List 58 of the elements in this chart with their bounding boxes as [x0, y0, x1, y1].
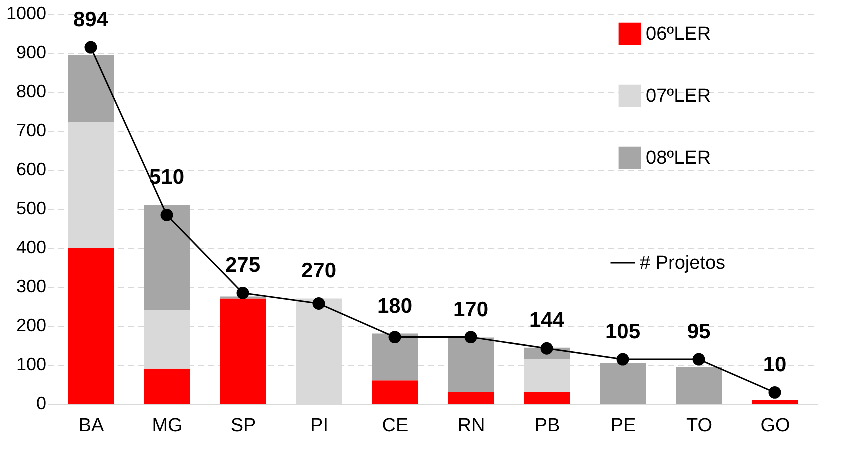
- bar: [144, 205, 190, 310]
- total-label: 894: [73, 8, 109, 32]
- bar: [372, 380, 418, 404]
- legend-label: 06ºLER: [646, 24, 712, 45]
- total-label: 270: [301, 260, 337, 283]
- bar: [600, 363, 646, 404]
- y-tick-label: 600: [16, 160, 46, 180]
- x-tick-label: CE: [382, 416, 409, 436]
- point: [160, 209, 174, 222]
- total-label: 144: [529, 308, 565, 332]
- total-label: 95: [687, 320, 711, 344]
- total-label: 275: [225, 254, 261, 278]
- point: [236, 287, 250, 300]
- y-tick-label: 500: [16, 198, 46, 218]
- total-label: 10: [763, 354, 787, 377]
- y-tick-label: 700: [16, 120, 46, 140]
- total-label: 105: [605, 320, 641, 344]
- x-tick-label: MG: [152, 416, 183, 436]
- bar: [68, 55, 114, 122]
- x-tick-label: RN: [458, 416, 486, 436]
- bar: [220, 298, 266, 404]
- x-tick-label: BA: [78, 416, 104, 436]
- bar: [676, 366, 722, 404]
- y-tick-label: 300: [16, 276, 46, 296]
- legend-label: 07ºLER: [646, 86, 712, 107]
- point: [540, 342, 554, 355]
- bar: [448, 338, 494, 392]
- bar: [524, 392, 570, 404]
- bar: [372, 334, 418, 381]
- legend-label: # Projetos: [640, 253, 726, 274]
- total-label: 170: [453, 298, 489, 322]
- y-tick-label: 0: [36, 394, 46, 414]
- total-label: 180: [377, 294, 413, 318]
- bar: [68, 248, 114, 404]
- point: [464, 331, 478, 344]
- point: [692, 353, 706, 366]
- x-tick-label: PE: [610, 416, 636, 436]
- bar: [752, 400, 798, 404]
- total-label: 510: [149, 166, 185, 190]
- point: [84, 41, 98, 54]
- x-tick-label: TO: [686, 416, 713, 436]
- y-tick-label: 800: [16, 82, 46, 102]
- bar: [448, 392, 494, 404]
- legend-label: 08ºLER: [646, 148, 712, 169]
- point: [768, 386, 782, 399]
- point: [312, 298, 326, 310]
- x-tick-label: GO: [760, 416, 790, 436]
- x-tick-label: PI: [310, 416, 328, 436]
- x-tick-label: SP: [230, 416, 256, 436]
- point: [616, 353, 630, 366]
- y-tick-label: 400: [16, 238, 46, 258]
- y-tick-label: 200: [16, 316, 46, 336]
- y-tick-label: 900: [16, 42, 46, 62]
- bar: [144, 368, 190, 404]
- point: [388, 331, 402, 344]
- y-tick-label: 100: [16, 354, 46, 374]
- y-tick-label: 1000: [6, 4, 46, 24]
- x-tick-label: PB: [534, 416, 560, 436]
